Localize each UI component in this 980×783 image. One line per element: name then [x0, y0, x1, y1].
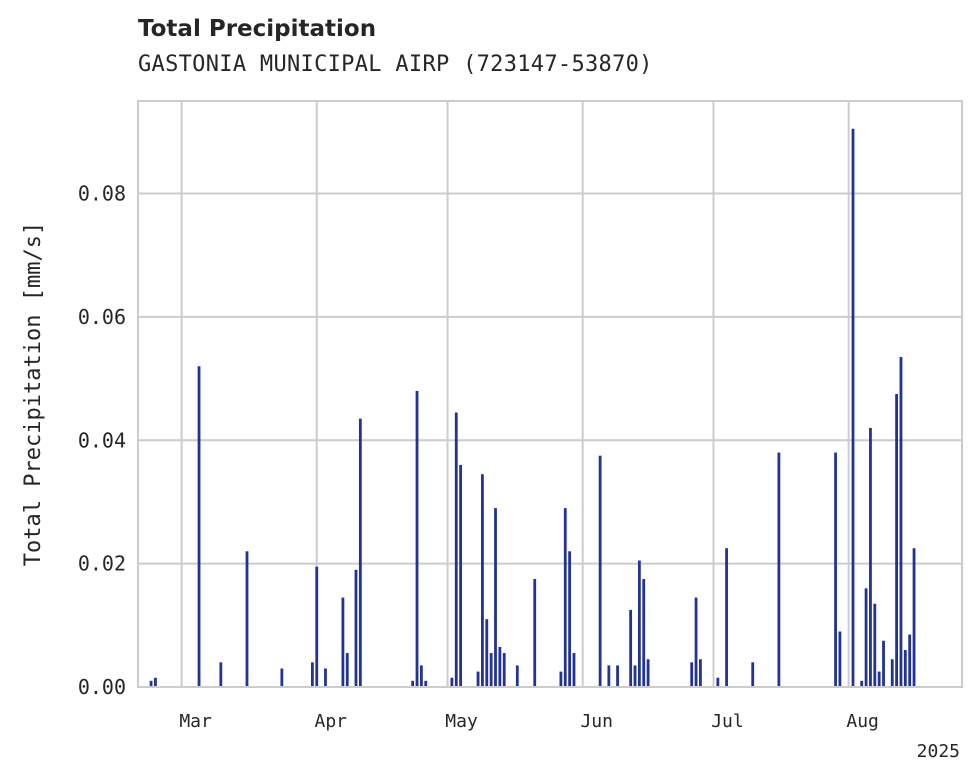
x-tick-label: Mar	[179, 711, 212, 732]
precip-bar	[777, 452, 781, 687]
y-tick-label: 0.08	[78, 182, 126, 206]
precip-bar	[629, 609, 633, 687]
precip-bar	[219, 662, 223, 687]
chart-title: Total Precipitation	[138, 16, 377, 42]
x-axis-ticks: Mar Apr May Jun Jul Aug	[179, 711, 879, 732]
precip-bar	[419, 665, 423, 687]
precip-bar	[533, 579, 537, 687]
precip-bar	[424, 680, 428, 687]
precip-bar	[882, 640, 885, 687]
precip-bar	[633, 665, 637, 687]
precip-bar	[324, 668, 327, 687]
precip-bar	[869, 427, 872, 687]
y-axis-ticks: 0.00 0.02 0.04 0.06 0.08	[78, 182, 126, 699]
precip-bar	[860, 680, 864, 687]
y-tick-label: 0.02	[78, 552, 126, 576]
precip-bar	[873, 603, 877, 687]
precip-bar	[154, 677, 157, 687]
precip-bar	[646, 659, 650, 687]
y-tick-label: 0.06	[78, 305, 126, 329]
precip-bar	[415, 390, 419, 687]
precip-bar	[476, 671, 480, 687]
precip-bar	[716, 677, 720, 687]
chart-subtitle: GASTONIA MUNICIPAL AIRP (723147-53870)	[138, 52, 653, 77]
precip-bar	[498, 646, 502, 687]
precip-bar	[515, 665, 519, 687]
precip-bar	[245, 551, 249, 687]
precip-bar	[725, 548, 728, 687]
precip-bar	[563, 508, 567, 687]
precip-bar	[489, 653, 493, 687]
precip-bar	[912, 548, 916, 687]
precip-bar	[459, 464, 463, 687]
precip-bar	[280, 668, 284, 687]
precip-bar	[411, 680, 415, 687]
precip-bar	[354, 569, 358, 687]
x-tick-label: Jul	[711, 711, 744, 732]
precip-bar	[851, 128, 855, 688]
precip-bar	[502, 653, 506, 687]
precip-bar	[315, 566, 319, 687]
precip-bar	[450, 677, 454, 687]
precip-bar	[895, 394, 899, 687]
precip-bar	[699, 659, 702, 687]
precip-bar	[310, 662, 314, 687]
x-offset-label: 2025	[917, 741, 960, 762]
precip-bar	[559, 671, 563, 687]
grid-lines	[138, 101, 962, 688]
y-tick-label: 0.04	[78, 428, 126, 452]
precip-bar	[345, 653, 349, 687]
precip-bar	[607, 665, 611, 687]
precip-bar	[903, 649, 907, 687]
y-tick-label: 0.00	[78, 675, 126, 699]
precip-bar	[890, 659, 894, 687]
plot-frame	[137, 100, 963, 688]
precip-bar	[568, 551, 572, 687]
x-tick-label: Jun	[580, 711, 613, 732]
precip-bar	[454, 412, 458, 687]
precip-bar	[494, 508, 497, 687]
precip-bar	[485, 619, 489, 687]
precip-bar	[834, 452, 837, 687]
precip-bar	[690, 662, 694, 687]
precip-bar	[694, 597, 698, 687]
precip-bar	[149, 680, 153, 687]
precipitation-bars	[149, 128, 916, 688]
x-tick-label: Apr	[314, 711, 347, 732]
precip-bar	[572, 653, 576, 687]
precip-bar	[637, 560, 641, 687]
y-axis-label: Total Precipitation [mm/s]	[21, 222, 46, 566]
precip-bar	[358, 418, 362, 687]
precip-bar	[899, 356, 903, 687]
precip-bar	[908, 634, 912, 687]
precip-bar	[751, 662, 755, 687]
precip-bar	[838, 631, 842, 687]
precip-bar	[642, 579, 646, 687]
x-tick-label: Aug	[846, 711, 879, 732]
precip-bar	[864, 588, 868, 687]
precip-bar	[598, 455, 602, 687]
precip-bar	[341, 597, 345, 687]
precip-bar	[481, 474, 484, 687]
precip-bar	[877, 671, 881, 687]
precip-bar	[616, 665, 619, 687]
x-tick-label: May	[445, 711, 478, 732]
precip-bar	[197, 366, 201, 687]
